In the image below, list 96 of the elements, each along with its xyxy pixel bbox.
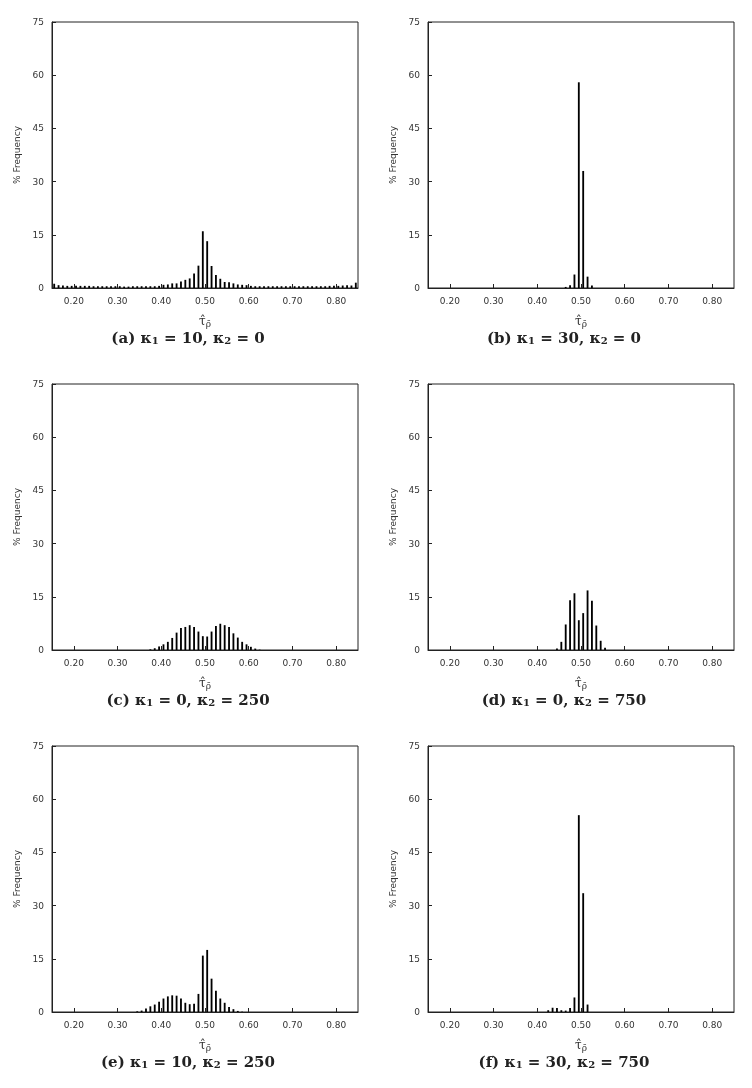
y-tick-label: 60: [408, 70, 421, 81]
y-tick-label: 15: [408, 591, 420, 602]
text: (d) κ1 = 0, κ2 = 750: [481, 690, 647, 709]
x-tick-label: 0.40: [527, 1019, 548, 1030]
x-axis-title: τ̂ρ̄: [575, 676, 587, 691]
x-tick-label: 0.60: [238, 295, 259, 306]
y-tick-label: 30: [408, 176, 421, 187]
x-tick-label: 0.30: [483, 657, 504, 668]
x-tick-label: 0.70: [282, 295, 303, 306]
x-tick-label: 0.70: [658, 657, 679, 668]
y-axis-title: % Frequency: [388, 849, 399, 908]
y-tick-label: 15: [32, 953, 44, 964]
y-axis-title: % Frequency: [12, 487, 23, 546]
y-tick-label: 0: [414, 1007, 421, 1017]
y-tick-label: 60: [32, 70, 45, 81]
text: (b) κ1 = 30, κ2 = 0: [486, 328, 642, 347]
x-tick-label: 0.20: [439, 1019, 461, 1030]
x-tick-label: 0.40: [527, 657, 548, 668]
x-tick-label: 0.40: [151, 657, 172, 668]
text: (c) κ1 = 0, κ2 = 250: [106, 690, 270, 709]
x-tick-label: 0.30: [483, 1019, 504, 1030]
y-tick-label: 75: [32, 379, 44, 389]
x-tick-label: 0.60: [614, 295, 635, 306]
y-tick-label: 75: [408, 741, 420, 751]
x-tick-label: 0.60: [614, 1019, 635, 1030]
y-tick-label: 45: [408, 485, 420, 496]
x-tick-label: 0.80: [326, 295, 347, 306]
y-tick-label: 60: [408, 794, 421, 805]
y-tick-label: 60: [408, 432, 421, 443]
y-tick-label: 30: [408, 900, 421, 911]
x-tick-label: 0.60: [238, 657, 259, 668]
x-tick-label: 0.70: [282, 657, 303, 668]
y-tick-label: 75: [408, 379, 420, 389]
y-tick-label: 75: [32, 17, 44, 27]
x-tick-label: 0.30: [107, 1019, 128, 1030]
x-tick-label: 0.50: [194, 657, 216, 668]
text: (a) κ1 = 10, κ2 = 0: [111, 328, 265, 347]
y-tick-label: 15: [408, 229, 420, 240]
x-tick-label: 0.80: [702, 657, 723, 668]
x-tick-label: 0.20: [439, 657, 461, 668]
text: (f) κ1 = 30, κ2 = 750: [478, 1052, 650, 1071]
y-tick-label: 30: [32, 538, 45, 549]
x-tick-label: 0.80: [326, 657, 347, 668]
y-axis-title: % Frequency: [12, 125, 23, 184]
y-tick-label: 15: [408, 953, 420, 964]
x-tick-label: 0.50: [570, 295, 592, 306]
y-tick-label: 0: [414, 645, 421, 655]
y-tick-label: 45: [408, 847, 420, 858]
y-tick-label: 45: [32, 485, 44, 496]
y-tick-label: 75: [32, 741, 44, 751]
x-axis-title: τ̂ρ̄: [575, 1038, 587, 1053]
x-tick-label: 0.50: [570, 1019, 592, 1030]
y-tick-label: 15: [32, 591, 44, 602]
y-tick-label: 30: [32, 176, 45, 187]
x-tick-label: 0.30: [107, 295, 128, 306]
x-tick-label: 0.70: [282, 1019, 303, 1030]
y-tick-label: 30: [32, 900, 45, 911]
x-axis-title: τ̂ρ̄: [199, 1038, 211, 1053]
y-axis-title: % Frequency: [12, 849, 23, 908]
x-axis-title: τ̂ρ̄: [199, 314, 211, 329]
y-tick-label: 0: [38, 645, 45, 655]
y-tick-label: 0: [38, 1007, 45, 1017]
y-axis-title: % Frequency: [388, 487, 399, 546]
x-tick-label: 0.80: [702, 295, 723, 306]
x-tick-label: 0.70: [658, 1019, 679, 1030]
y-tick-label: 0: [38, 283, 45, 293]
x-tick-label: 0.60: [238, 1019, 259, 1030]
y-tick-label: 30: [408, 538, 421, 549]
y-tick-label: 45: [408, 123, 420, 134]
x-tick-label: 0.40: [151, 295, 172, 306]
x-tick-label: 0.40: [151, 1019, 172, 1030]
x-tick-label: 0.40: [527, 295, 548, 306]
x-axis-title: τ̂ρ̄: [199, 676, 211, 691]
y-tick-label: 60: [32, 432, 45, 443]
x-tick-label: 0.70: [658, 295, 679, 306]
x-tick-label: 0.80: [326, 1019, 347, 1030]
y-tick-label: 60: [32, 794, 45, 805]
y-tick-label: 0: [414, 283, 421, 293]
x-tick-label: 0.50: [570, 657, 592, 668]
y-tick-label: 75: [408, 17, 420, 27]
x-tick-label: 0.50: [194, 295, 216, 306]
x-tick-label: 0.60: [614, 657, 635, 668]
y-tick-label: 15: [32, 229, 44, 240]
y-axis-title: % Frequency: [388, 125, 399, 184]
y-tick-label: 45: [32, 123, 44, 134]
x-tick-label: 0.30: [107, 657, 128, 668]
x-tick-label: 0.50: [194, 1019, 216, 1030]
x-tick-label: 0.20: [63, 295, 85, 306]
x-tick-label: 0.30: [483, 295, 504, 306]
x-axis-title: τ̂ρ̄: [575, 314, 587, 329]
text: (e) κ1 = 10, κ2 = 250: [100, 1052, 276, 1071]
x-tick-label: 0.20: [439, 295, 461, 306]
x-tick-label: 0.80: [702, 1019, 723, 1030]
x-tick-label: 0.20: [63, 1019, 85, 1030]
y-tick-label: 45: [32, 847, 44, 858]
x-tick-label: 0.20: [63, 657, 85, 668]
